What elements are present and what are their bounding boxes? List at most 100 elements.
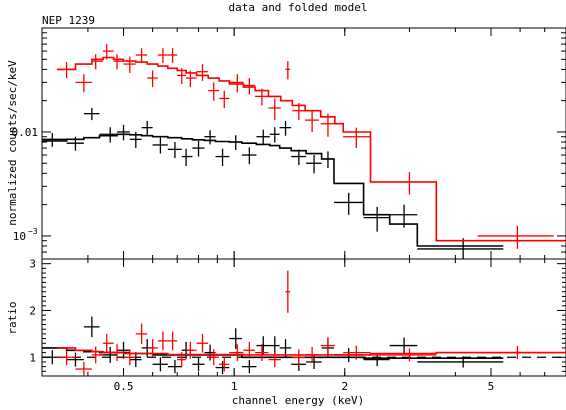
ratio-data-point	[256, 336, 270, 355]
spectrum-data-point	[57, 62, 76, 79]
ratio-data-point	[343, 345, 371, 360]
ratio-data-point	[255, 344, 269, 362]
ratio-axes: 0.5 1 2 5 1 2 3	[29, 258, 566, 393]
spectrum-data-point	[389, 204, 418, 228]
ratio-data-point	[177, 352, 187, 368]
ratio-data-point	[91, 346, 104, 364]
y-tick-label-exponent: −3	[28, 227, 38, 236]
spectrum-data-point	[208, 82, 220, 101]
spectrum-data-point	[243, 78, 256, 95]
spectrum-data-point	[229, 135, 242, 151]
ratio-data-point	[192, 357, 205, 372]
ratio-data-point	[196, 333, 209, 353]
spectrum-data-point	[181, 148, 193, 167]
ratio-data-point	[241, 360, 257, 374]
ratio-data-point	[135, 323, 148, 345]
ratio-data-point	[370, 348, 437, 362]
spectrum-data-point	[334, 192, 364, 215]
ratio-data-point	[320, 337, 335, 355]
spectrum-data-point	[117, 124, 130, 141]
ratio-data-point	[83, 316, 100, 338]
ratio-data-point	[208, 349, 220, 366]
ratio-panel-frame	[41, 258, 566, 377]
spectrum-data-point	[370, 172, 437, 195]
spectrum-data-point	[256, 129, 270, 145]
ratio-marks	[42, 270, 566, 376]
spectrum-data-point	[42, 132, 67, 147]
spectrum-data-point	[241, 147, 257, 165]
ratio-data-point	[269, 336, 280, 355]
spectrum-data-point	[113, 54, 124, 70]
spectrum-data-point	[66, 136, 84, 151]
spectrum-data-point	[292, 102, 306, 121]
ratio-data-point	[66, 352, 84, 367]
ratio-data-point	[219, 357, 230, 372]
spectrum-data-point	[177, 68, 187, 84]
ratio-data-point	[215, 361, 230, 375]
spectrum-data-point	[204, 130, 216, 145]
y-tick-label: 2	[29, 304, 36, 317]
ratio-data-point	[167, 331, 178, 351]
y-tick-label: 3	[29, 258, 36, 271]
ratio-data-point	[147, 339, 158, 357]
spectrum-data-point	[215, 148, 230, 167]
spectrum-data-point	[477, 225, 554, 249]
spectrum-data-point	[91, 54, 104, 70]
spectrum-model-line-0	[42, 133, 504, 247]
spectrum-data-point	[99, 127, 118, 143]
ratio-data-point	[243, 341, 256, 359]
spectrum-data-point	[123, 56, 136, 73]
spectrum-data-point	[255, 88, 269, 106]
ratio-data-point	[268, 352, 281, 368]
x-tick-label: 5	[488, 380, 495, 393]
ratio-data-point	[389, 337, 418, 354]
spectrum-data-point	[285, 61, 291, 80]
spectrum-data-point	[305, 110, 319, 132]
object-label: NEP 1239	[42, 14, 95, 27]
spectrum-data-point	[167, 48, 178, 64]
spectrum-data-point	[219, 90, 230, 109]
chart-title: data and folded model	[228, 1, 367, 14]
spectrum-data-point	[103, 44, 114, 60]
spectrum-data-point	[157, 48, 168, 64]
spectrum-axes: 0.01 10 −3	[12, 27, 566, 260]
ratio-data-point	[113, 344, 124, 362]
spectrum-data-point	[269, 127, 280, 143]
ratio-y-axis-label: ratio	[6, 301, 19, 334]
spectrum-model-line-1	[57, 56, 566, 242]
spectrum-data-point	[141, 120, 153, 136]
spectrum-data-point	[363, 206, 390, 232]
ratio-data-point	[157, 331, 168, 351]
spectrum-data-point	[343, 127, 371, 149]
ratio-data-point	[417, 356, 504, 368]
spectrum-data-point	[268, 98, 281, 121]
y-tick-label: 0.01	[12, 126, 39, 139]
spectrum-y-axis-label: normalized counts/sec/keV	[6, 60, 19, 226]
spectrum-data-point	[129, 131, 142, 149]
x-tick-label: 0.5	[114, 380, 134, 393]
spectrum-data-point	[196, 64, 209, 81]
spectrum-data-point	[192, 140, 205, 157]
spectrum-marks	[42, 44, 566, 259]
ratio-data-point	[186, 341, 197, 359]
spectrum-data-point	[135, 48, 148, 64]
ratio-data-point	[279, 339, 292, 357]
ratio-data-point	[117, 341, 130, 359]
spectrum-data-point	[417, 238, 504, 259]
ratio-data-point	[229, 344, 244, 362]
ratio-data-point	[229, 328, 242, 349]
spectrum-data-point	[186, 70, 197, 88]
spectrum-data-point	[147, 70, 158, 88]
spectrum-data-point	[167, 142, 182, 159]
x-tick-label: 1	[231, 380, 238, 393]
ratio-data-point	[57, 349, 76, 366]
spectrum-data-point	[229, 74, 244, 93]
x-axis-label: channel energy (keV)	[232, 394, 364, 407]
ratio-data-point	[167, 360, 182, 374]
ratio-data-point	[123, 349, 136, 366]
ratio-data-point	[152, 357, 168, 372]
spectrum-data-point	[75, 74, 92, 93]
ratio-data-point	[285, 270, 291, 313]
ratio-data-point	[103, 333, 114, 353]
